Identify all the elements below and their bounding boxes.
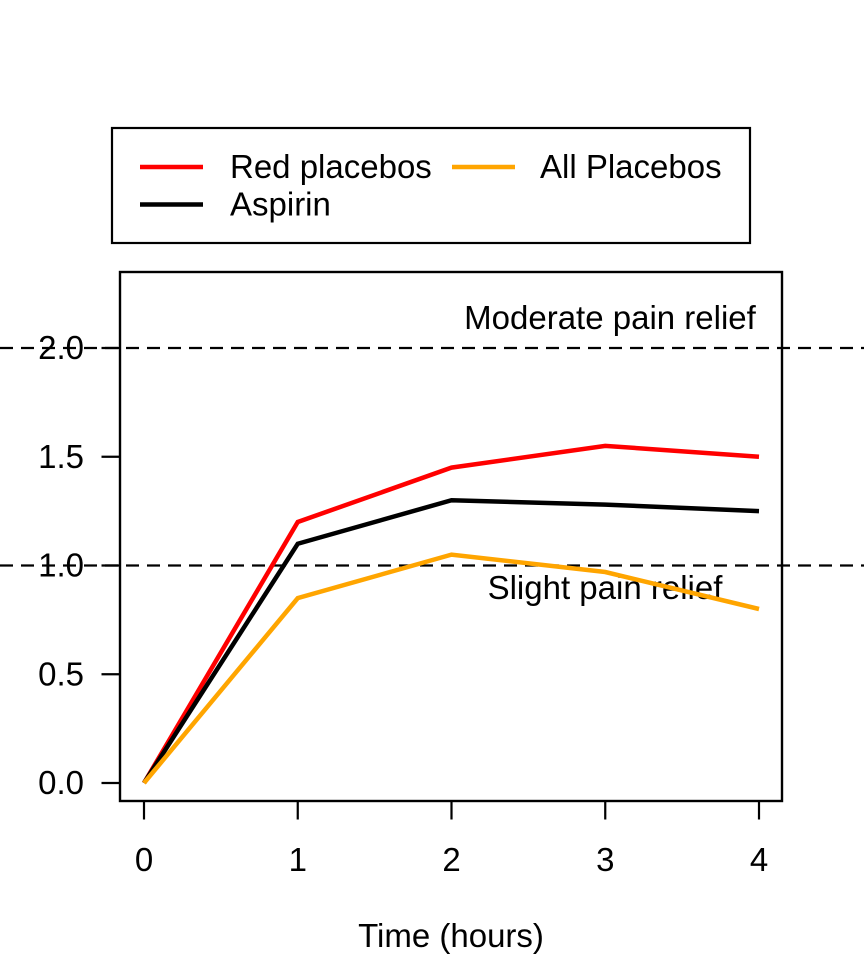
- x-axis-title: Time (hours): [358, 917, 544, 954]
- legend-label-all-placebos: All Placebos: [540, 148, 722, 185]
- series-lines-group: [142, 443, 760, 785]
- legend-label-red-placebos: Red placebos: [230, 148, 432, 185]
- legend-label-aspirin: Aspirin: [230, 186, 331, 223]
- y-axis-tick-label: 1.5: [38, 438, 84, 475]
- legend: Red placebos Aspirin All Placebos: [110, 126, 752, 245]
- x-axis-tick-label: 0: [135, 841, 153, 878]
- x-axis-tick-label: 3: [596, 841, 614, 878]
- reference-lines-group: Moderate pain relief Slight pain relief: [0, 299, 864, 606]
- plot-box: [118, 270, 784, 803]
- y-axis-tick-label: 1.0: [38, 547, 84, 584]
- x-axis-tick-label: 4: [750, 841, 768, 878]
- reference-line-label: Moderate pain relief: [464, 299, 756, 336]
- legend-box: [110, 126, 752, 245]
- y-axis-tick-label: 0.0: [38, 764, 84, 801]
- series-line-red-placebos: [142, 443, 760, 785]
- y-axis-tick-label: 2.0: [38, 329, 84, 366]
- axes-ticks-group: 0 1 2 3 4 0.0 0.5 1.0 1.5 2.0: [38, 329, 768, 878]
- series-line-aspirin: [142, 497, 760, 785]
- reference-line-label: Slight pain relief: [488, 569, 724, 606]
- x-axis-tick-label: 2: [442, 841, 460, 878]
- series-line-all-placebos: [142, 552, 760, 785]
- y-axis-tick-label: 0.5: [38, 655, 84, 692]
- x-axis-tick-label: 1: [289, 841, 307, 878]
